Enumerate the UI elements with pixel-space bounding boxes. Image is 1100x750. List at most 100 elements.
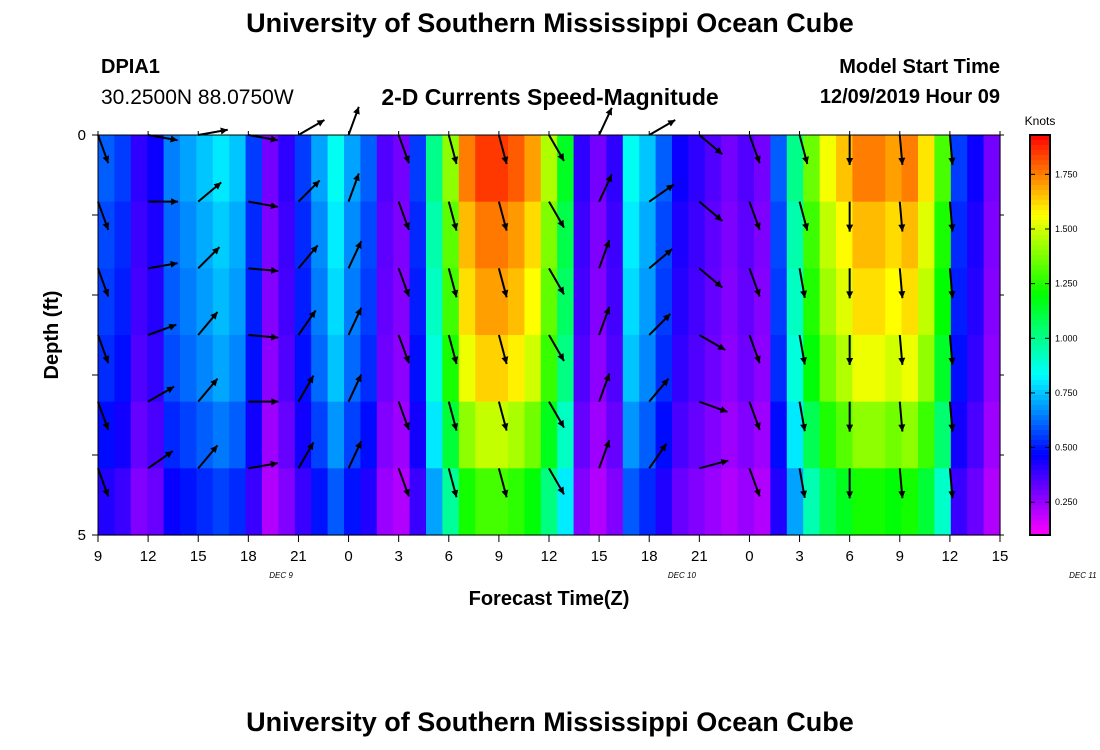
heatmap-cell <box>852 468 870 536</box>
heatmap-cell <box>688 268 706 336</box>
current-vector-arrow <box>197 444 219 469</box>
x-tick-label: 3 <box>394 548 402 565</box>
heatmap-cell <box>983 201 1001 269</box>
vector-head <box>802 222 809 231</box>
heatmap-cell <box>868 268 886 336</box>
heatmap-cell <box>130 201 148 269</box>
heatmap-cell <box>983 135 1001 203</box>
vector-head <box>170 135 178 143</box>
x-tick-label: 12 <box>140 548 157 565</box>
current-vectors <box>97 106 956 499</box>
colorbar-segment <box>1030 250 1050 256</box>
current-vector-arrow <box>548 334 565 362</box>
heatmap-cell <box>868 468 886 536</box>
heatmap-cell <box>540 201 558 269</box>
heatmap-cell <box>98 468 115 536</box>
heatmap-cell <box>901 401 919 469</box>
current-vector-arrow <box>248 200 279 210</box>
heatmap-cell <box>590 335 607 403</box>
current-vector-arrow <box>798 134 809 165</box>
heatmap-cell <box>98 135 115 203</box>
heatmap-cell <box>475 201 493 269</box>
current-vector-arrow <box>598 239 611 269</box>
vector-head <box>451 222 459 231</box>
vector-head <box>603 373 611 382</box>
current-vector-arrow <box>197 246 221 270</box>
heatmap-cell <box>655 468 673 536</box>
heatmap-cell <box>442 135 460 203</box>
colorbar-segment <box>1030 195 1050 201</box>
heatmap-cell <box>409 268 427 336</box>
vector-head <box>800 490 807 498</box>
vector-head <box>605 174 613 183</box>
y-axis-label: Depth (ft) <box>41 291 63 380</box>
colorbar-segment <box>1030 515 1050 521</box>
footer-title: University of Southern Mississippi Ocean… <box>246 707 854 737</box>
colorbar-tick-label: 0.250 <box>1055 497 1078 507</box>
heatmap-cell <box>721 468 739 536</box>
current-vector-arrow <box>948 334 956 365</box>
vector-head <box>164 451 173 459</box>
heatmap-cell <box>229 401 247 469</box>
vector-head <box>754 488 761 497</box>
vector-head <box>664 249 673 257</box>
heatmap-cell <box>672 268 689 336</box>
heatmap-cell <box>212 401 230 469</box>
vector-head <box>948 290 956 299</box>
colorbar-segment <box>1030 420 1050 426</box>
current-vector-arrow <box>147 323 177 336</box>
vector-head <box>898 357 906 365</box>
vector-head <box>948 490 956 499</box>
current-vector-arrow <box>397 134 410 164</box>
current-vector-arrow <box>197 311 219 336</box>
heatmap-cell <box>180 135 197 203</box>
heatmap-cell <box>639 268 657 336</box>
heatmap-cell <box>688 335 706 403</box>
heatmap-cell <box>934 401 952 469</box>
heatmap-cell <box>475 268 493 336</box>
heatmap-cell <box>114 335 132 403</box>
heatmap-cell <box>147 468 165 536</box>
heatmap-cell <box>262 401 279 469</box>
heatmap-cell <box>508 201 525 269</box>
vector-head <box>451 156 459 164</box>
x-tick-label: 12 <box>942 548 959 565</box>
heatmap-cell <box>590 468 607 536</box>
heatmap-cell <box>475 135 493 203</box>
current-vector-arrow <box>648 313 672 336</box>
heatmap-cell <box>491 135 509 203</box>
heatmap-cell <box>114 268 132 336</box>
heatmap-cell <box>130 335 148 403</box>
current-vector-arrow <box>447 468 459 498</box>
current-vector-arrow <box>648 119 676 136</box>
heatmap-cell <box>918 335 935 403</box>
heatmap-cell <box>376 201 394 269</box>
heatmap-cell <box>212 268 230 336</box>
heatmap-cell <box>229 468 247 536</box>
vector-head <box>754 222 761 230</box>
heatmap-cell <box>622 335 640 403</box>
colorbar-segment <box>1030 235 1050 241</box>
heatmap-cell <box>540 468 558 536</box>
vector-head <box>220 127 228 135</box>
vector-head <box>501 289 509 298</box>
heatmap-cell <box>294 201 312 269</box>
vector-head <box>898 157 906 165</box>
heatmap-cell <box>540 401 558 469</box>
current-vector-arrow <box>948 201 956 232</box>
y-tick-label: 0 <box>78 127 86 144</box>
current-vector-arrow <box>798 268 807 299</box>
current-vector-arrow <box>147 260 178 270</box>
vector-head <box>501 222 509 231</box>
current-vector-arrow <box>347 374 363 403</box>
vector-head <box>306 442 314 451</box>
colorbar-segment <box>1030 500 1050 506</box>
heatmap-cell <box>327 401 345 469</box>
colorbar-segment <box>1030 445 1050 451</box>
heatmap-cell <box>590 201 607 269</box>
heatmap-cell <box>442 201 460 269</box>
heatmap-cell <box>590 268 607 336</box>
current-vector-arrow <box>846 335 854 365</box>
heatmap-cell <box>262 468 279 536</box>
colorbar-segment <box>1030 490 1050 496</box>
